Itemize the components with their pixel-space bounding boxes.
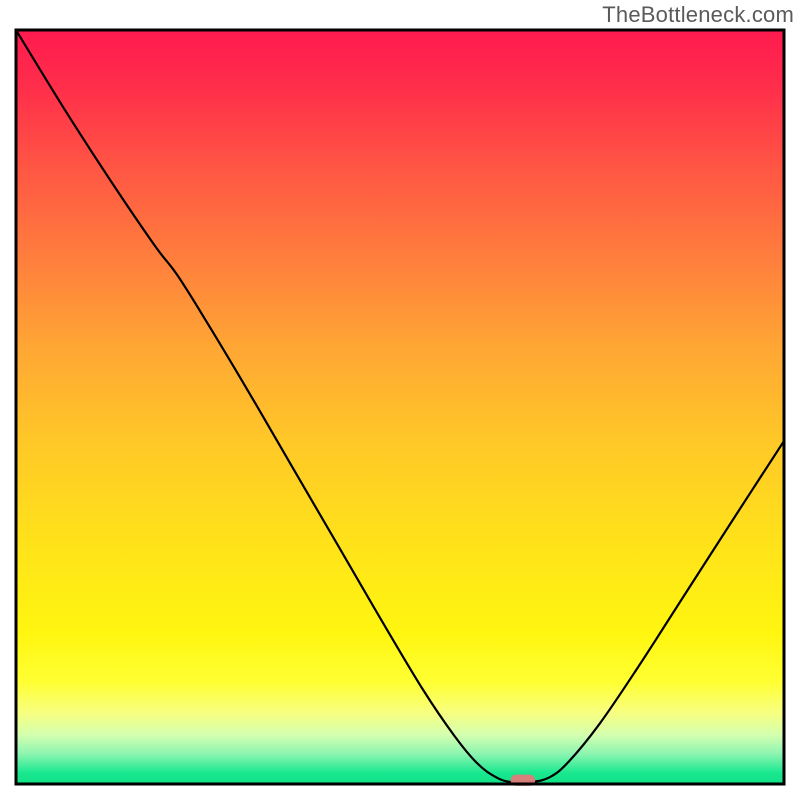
chart-svg <box>0 0 800 800</box>
plot-area <box>16 30 784 786</box>
gradient-background <box>16 30 784 784</box>
watermark-text: TheBottleneck.com <box>602 2 794 28</box>
chart-container: TheBottleneck.com <box>0 0 800 800</box>
